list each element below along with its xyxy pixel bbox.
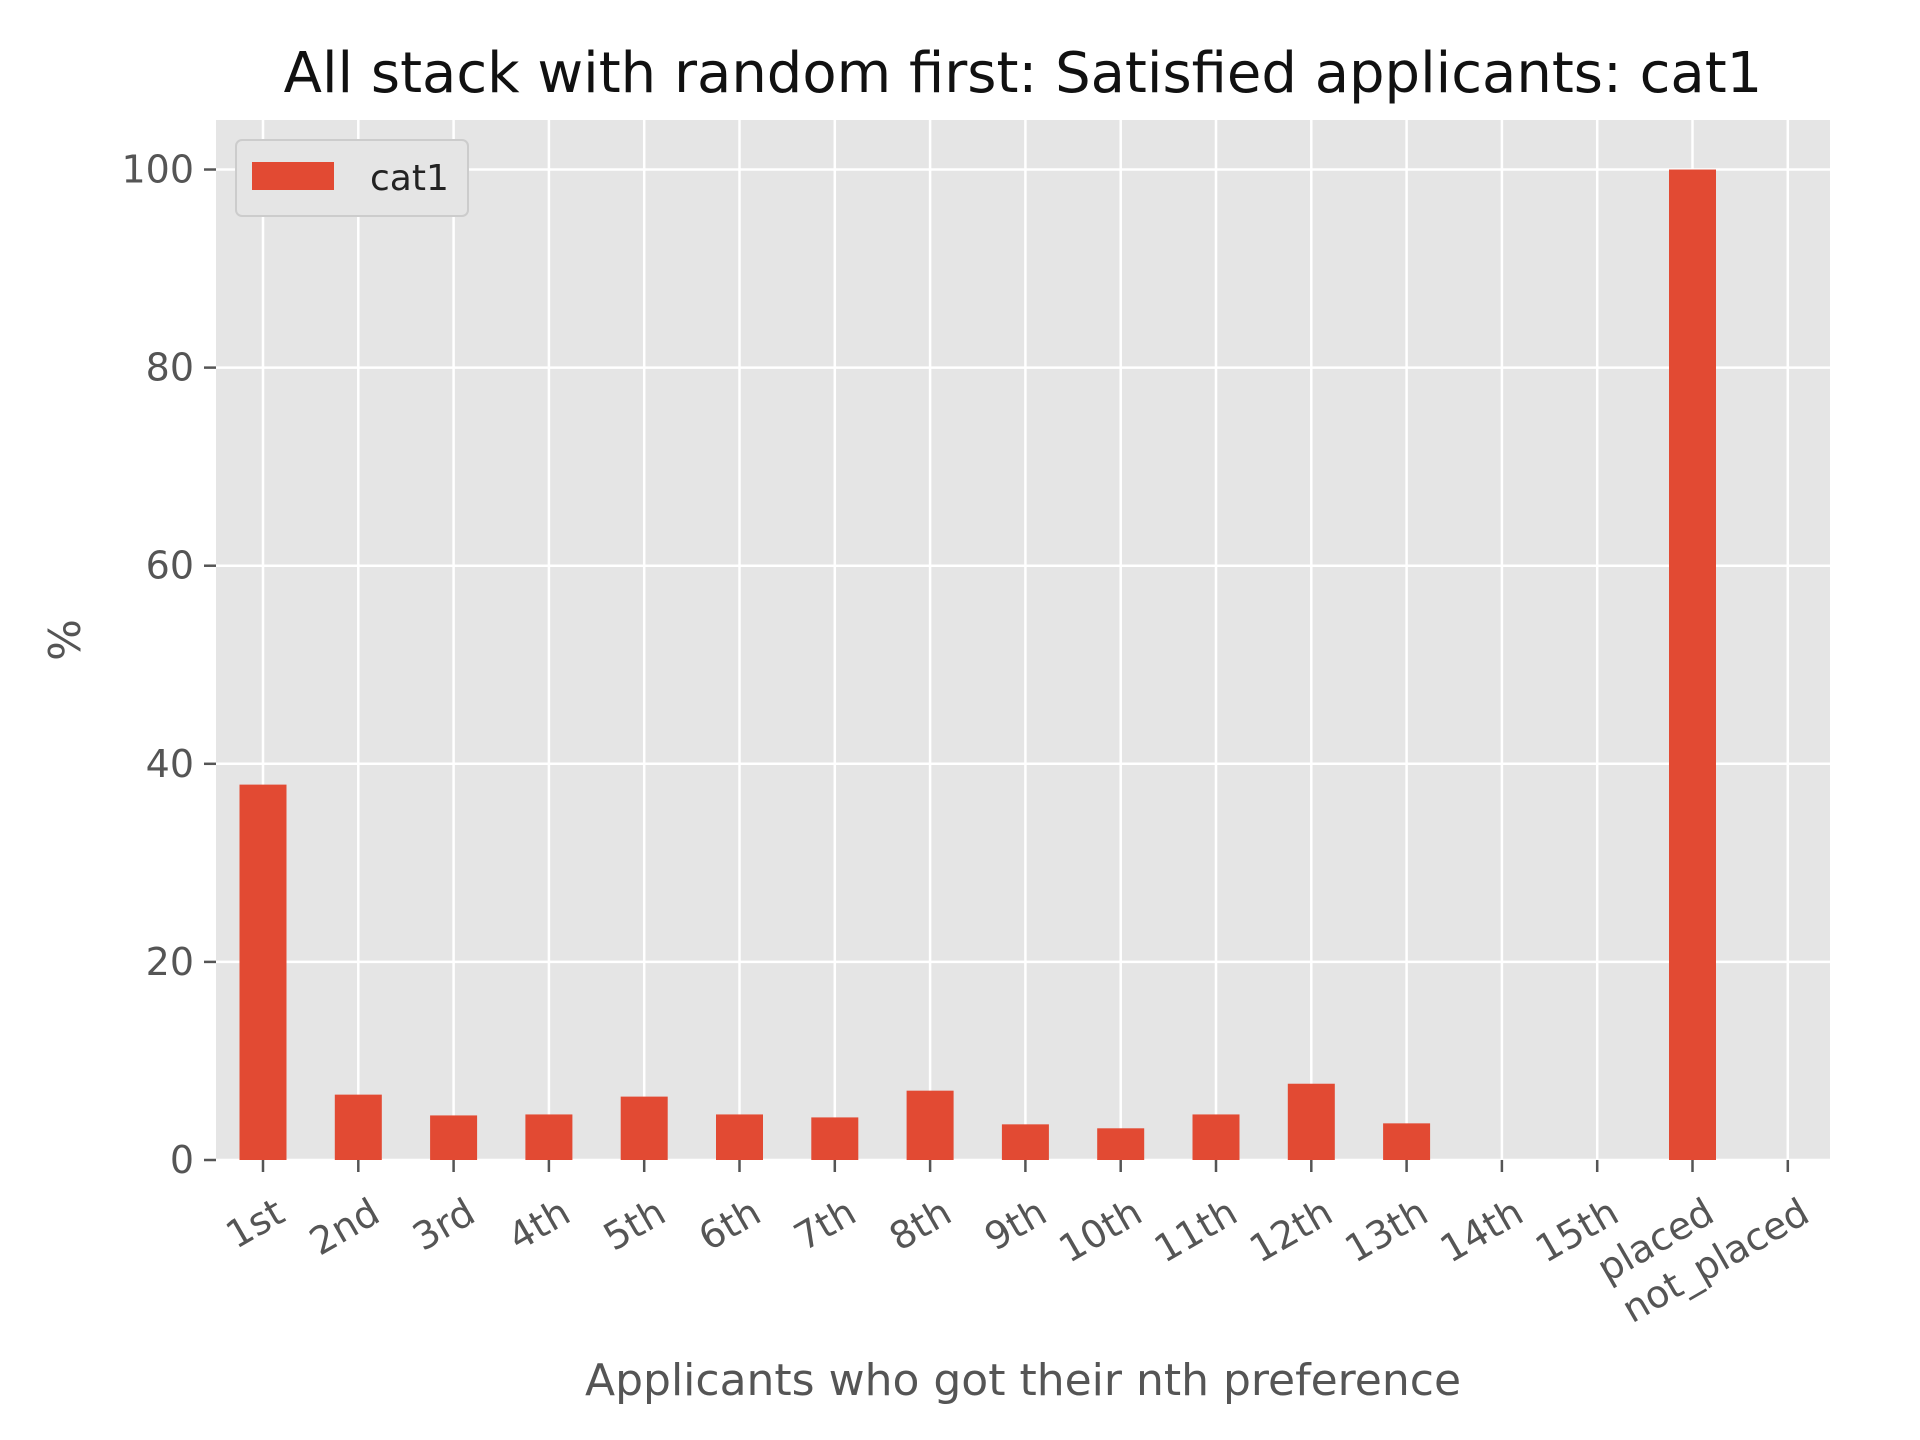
x-tick-label: 9th	[977, 1190, 1054, 1260]
y-axis: 0 20 40 60 80 100	[121, 148, 216, 1182]
legend-label: cat1	[370, 158, 449, 199]
chart-title: All stack with random first: Satisfied a…	[284, 41, 1763, 106]
legend-box	[235, 139, 469, 217]
y-tick-label: 20	[146, 940, 194, 984]
plot-background	[216, 120, 1830, 1160]
x-tick-label: 10th	[1052, 1190, 1150, 1272]
legend-swatch	[252, 162, 334, 190]
bar-3rd	[430, 1115, 478, 1160]
bar-9th	[1001, 1124, 1049, 1160]
bar-8th	[906, 1090, 954, 1160]
legend: cat1	[235, 139, 469, 217]
x-axis: 1st 2nd 3rd 4th 5th 6th 7th 8th 9th10th11th12th1…	[219, 1160, 1816, 1332]
x-tick-label: 8th	[882, 1190, 959, 1260]
bar-1st	[239, 784, 287, 1160]
bar-placed	[1669, 169, 1716, 1160]
y-tick-label: 40	[146, 742, 194, 786]
y-tick-label: 100	[121, 148, 194, 192]
x-tick-label: 11th	[1147, 1190, 1245, 1272]
bar-6th	[716, 1114, 763, 1160]
x-axis-label: Applicants who got their nth preference	[585, 1355, 1461, 1406]
x-tick-label: 7th	[787, 1190, 864, 1260]
x-tick-label: 6th	[691, 1190, 768, 1260]
x-tick-label: 14th	[1433, 1190, 1531, 1272]
x-tick-label: 12th	[1242, 1190, 1340, 1272]
bar-11th	[1192, 1114, 1240, 1160]
y-axis-label: %	[40, 619, 91, 661]
x-tick-label: 3rd	[405, 1190, 482, 1260]
x-tick-label: 13th	[1337, 1190, 1435, 1272]
bar-4th	[525, 1114, 573, 1160]
x-tick-label: 4th	[501, 1190, 578, 1260]
x-tick-label: 5th	[596, 1190, 673, 1260]
y-tick-label: 0	[170, 1138, 194, 1182]
bar-12th	[1287, 1083, 1335, 1160]
y-tick-label: 60	[146, 544, 194, 588]
bar-2nd	[334, 1094, 382, 1160]
x-tick-label: 1st	[219, 1190, 292, 1258]
bar-5th	[620, 1096, 668, 1160]
bar-10th	[1097, 1128, 1145, 1160]
bar-7th	[811, 1117, 859, 1160]
bar-13th	[1383, 1123, 1431, 1160]
y-tick-label: 80	[146, 346, 194, 390]
bars	[239, 169, 1716, 1160]
x-tick-label: 2nd	[302, 1190, 387, 1264]
